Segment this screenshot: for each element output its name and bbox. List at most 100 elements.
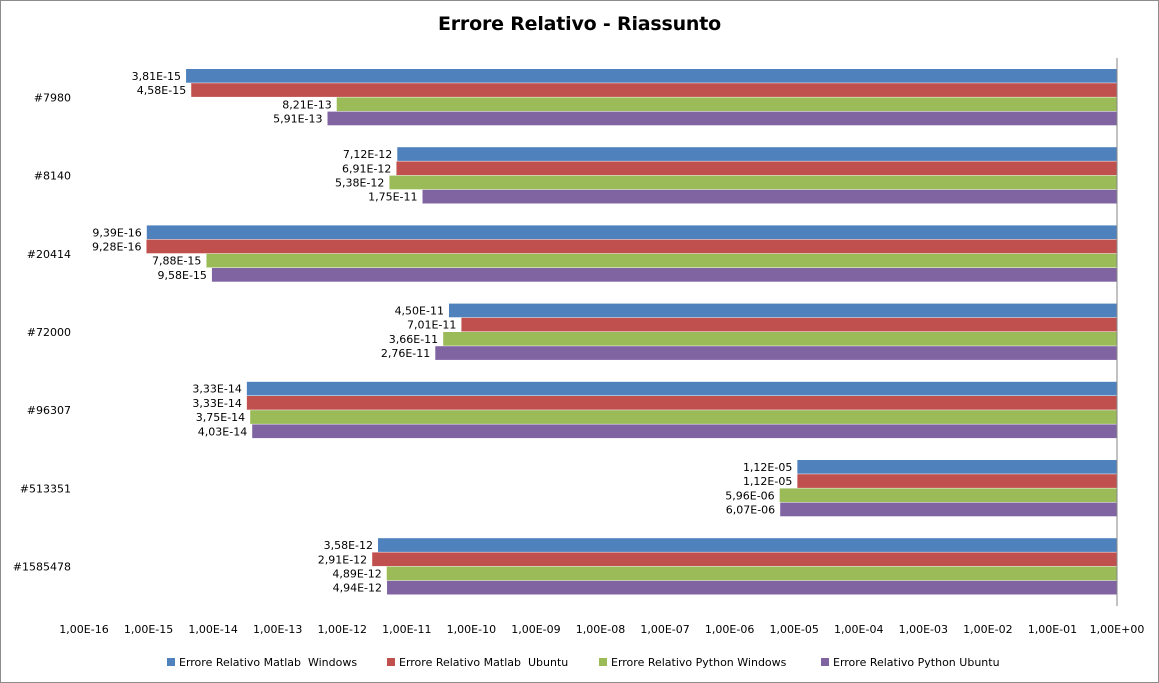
data-label: 9,58E-15 <box>158 269 207 282</box>
legend-item: Errore Relativo Matlab Windows <box>167 653 357 671</box>
data-label: 2,76E-11 <box>381 347 430 360</box>
bar <box>397 147 1118 161</box>
bar <box>250 410 1117 424</box>
data-label: 4,58E-15 <box>137 84 186 97</box>
bar <box>797 460 1117 474</box>
legend-swatch <box>821 658 829 666</box>
bar <box>435 346 1117 360</box>
legend-swatch <box>387 658 395 666</box>
data-label: 3,66E-11 <box>389 333 438 346</box>
category-label: #1585478 <box>13 561 71 574</box>
x-tick-label: 1,00E-12 <box>318 623 367 636</box>
legend-label: Errore Relativo Python Windows <box>611 655 787 669</box>
data-label: 1,12E-05 <box>743 475 792 488</box>
data-label: 1,75E-11 <box>368 191 417 204</box>
data-label: 5,91E-13 <box>273 112 322 125</box>
legend-swatch <box>167 658 175 666</box>
legend-item: Errore Relativo Python Windows <box>599 653 786 671</box>
x-tick-label: 1,00E-05 <box>769 623 818 636</box>
x-tick-label: 1,00E-16 <box>59 623 108 636</box>
x-tick-label: 1,00E-08 <box>576 623 625 636</box>
bar-chart: 3,81E-154,58E-15 8,21E-135,91E-13 7,12E-12… <box>13 58 1144 636</box>
category-label: #96307 <box>27 404 71 417</box>
bar <box>336 97 1117 112</box>
data-label: 8,21E-13 <box>282 98 331 111</box>
x-tick-label: 1,00E-03 <box>899 623 948 636</box>
category-label: #8140 <box>34 170 71 183</box>
data-label: 9,28E-16 <box>92 240 141 253</box>
legend-label: Errore Relativo Matlab Windows <box>179 655 358 669</box>
bar <box>443 332 1117 346</box>
bar <box>448 303 1117 318</box>
bar <box>206 253 1118 268</box>
data-label: 4,89E-12 <box>332 567 381 580</box>
data-label: 6,91E-12 <box>342 162 391 175</box>
x-tick-label: 1,00E-13 <box>253 623 302 636</box>
legend: Errore Relativo Matlab Windows Errore Rel… <box>1 653 1158 671</box>
legend-swatch <box>599 658 607 666</box>
bar <box>146 225 1117 240</box>
bar <box>146 239 1118 254</box>
legend-label: Errore Relativo Python Ubuntu <box>833 655 1000 669</box>
x-tick-label: 1,00E-11 <box>382 623 431 636</box>
bar <box>461 317 1117 332</box>
bar <box>422 189 1117 204</box>
data-label: 4,03E-14 <box>198 425 247 438</box>
category-labels-group: #7980 #8140 #20414 #72000 #96307 #513351 #1585… <box>13 91 71 573</box>
x-tick-labels-group: 1,00E-16 1,00E-15 1,00E-14 1,00E-13 1,00E-12… <box>59 623 1144 636</box>
bars-group <box>146 69 1118 595</box>
bar <box>186 69 1117 83</box>
x-tick-label: 1,00E-02 <box>963 623 1012 636</box>
bar <box>389 175 1117 190</box>
bar <box>211 268 1118 282</box>
x-tick-label: 1,00E-14 <box>188 623 237 636</box>
bar <box>372 552 1118 567</box>
bar <box>396 161 1117 176</box>
data-label: 7,12E-12 <box>343 148 392 161</box>
x-tick-label: 1,00E-07 <box>640 623 689 636</box>
data-label: 3,75E-14 <box>196 411 245 424</box>
legend-item: Errore Relativo Python Ubuntu <box>821 653 1000 671</box>
x-tick-label: 1,00E-04 <box>834 623 883 636</box>
x-tick-label: 1,00E-10 <box>447 623 496 636</box>
x-tick-label: 1,00E-06 <box>705 623 754 636</box>
data-label: 3,81E-15 <box>132 70 181 83</box>
bar <box>387 580 1117 595</box>
x-tick-label: 1,00E-09 <box>511 623 560 636</box>
x-tick-label: 1,00E+00 <box>1090 623 1145 636</box>
chart-title: Errore Relativo - Riassunto <box>437 13 721 35</box>
legend-item: Errore Relativo Matlab Ubuntu <box>387 653 568 671</box>
category-label: #513351 <box>20 482 71 495</box>
bar <box>386 566 1117 581</box>
category-label: #7980 <box>34 91 71 104</box>
data-label: 7,88E-15 <box>152 255 201 268</box>
data-label: 1,12E-05 <box>743 461 792 474</box>
bar <box>780 502 1117 517</box>
legend-label: Errore Relativo Matlab Ubuntu <box>399 655 569 669</box>
bar <box>327 111 1117 126</box>
data-label: 3,33E-14 <box>192 383 241 396</box>
category-label: #72000 <box>27 326 71 339</box>
data-label: 3,58E-12 <box>324 539 373 552</box>
bar <box>252 424 1117 439</box>
bar <box>797 474 1117 488</box>
x-tick-label: 1,00E-15 <box>124 623 173 636</box>
category-label: #20414 <box>27 248 71 261</box>
bar <box>246 381 1118 396</box>
data-label: 9,39E-16 <box>92 226 141 239</box>
bar <box>246 396 1118 410</box>
bar <box>378 538 1117 552</box>
bar <box>779 488 1117 503</box>
data-label: 5,38E-12 <box>335 176 384 189</box>
data-label: 4,50E-11 <box>395 304 444 317</box>
data-labels-group: 3,81E-154,58E-15 8,21E-135,91E-13 7,12E-12… <box>92 70 792 595</box>
bar <box>191 83 1118 97</box>
data-label: 2,91E-12 <box>318 553 367 566</box>
data-label: 7,01E-11 <box>407 319 456 332</box>
x-tick-label: 1,00E-01 <box>1028 623 1077 636</box>
data-label: 5,96E-06 <box>725 489 774 502</box>
data-label: 4,94E-12 <box>333 582 382 595</box>
data-label: 3,33E-14 <box>192 397 241 410</box>
data-label: 6,07E-06 <box>726 503 775 516</box>
